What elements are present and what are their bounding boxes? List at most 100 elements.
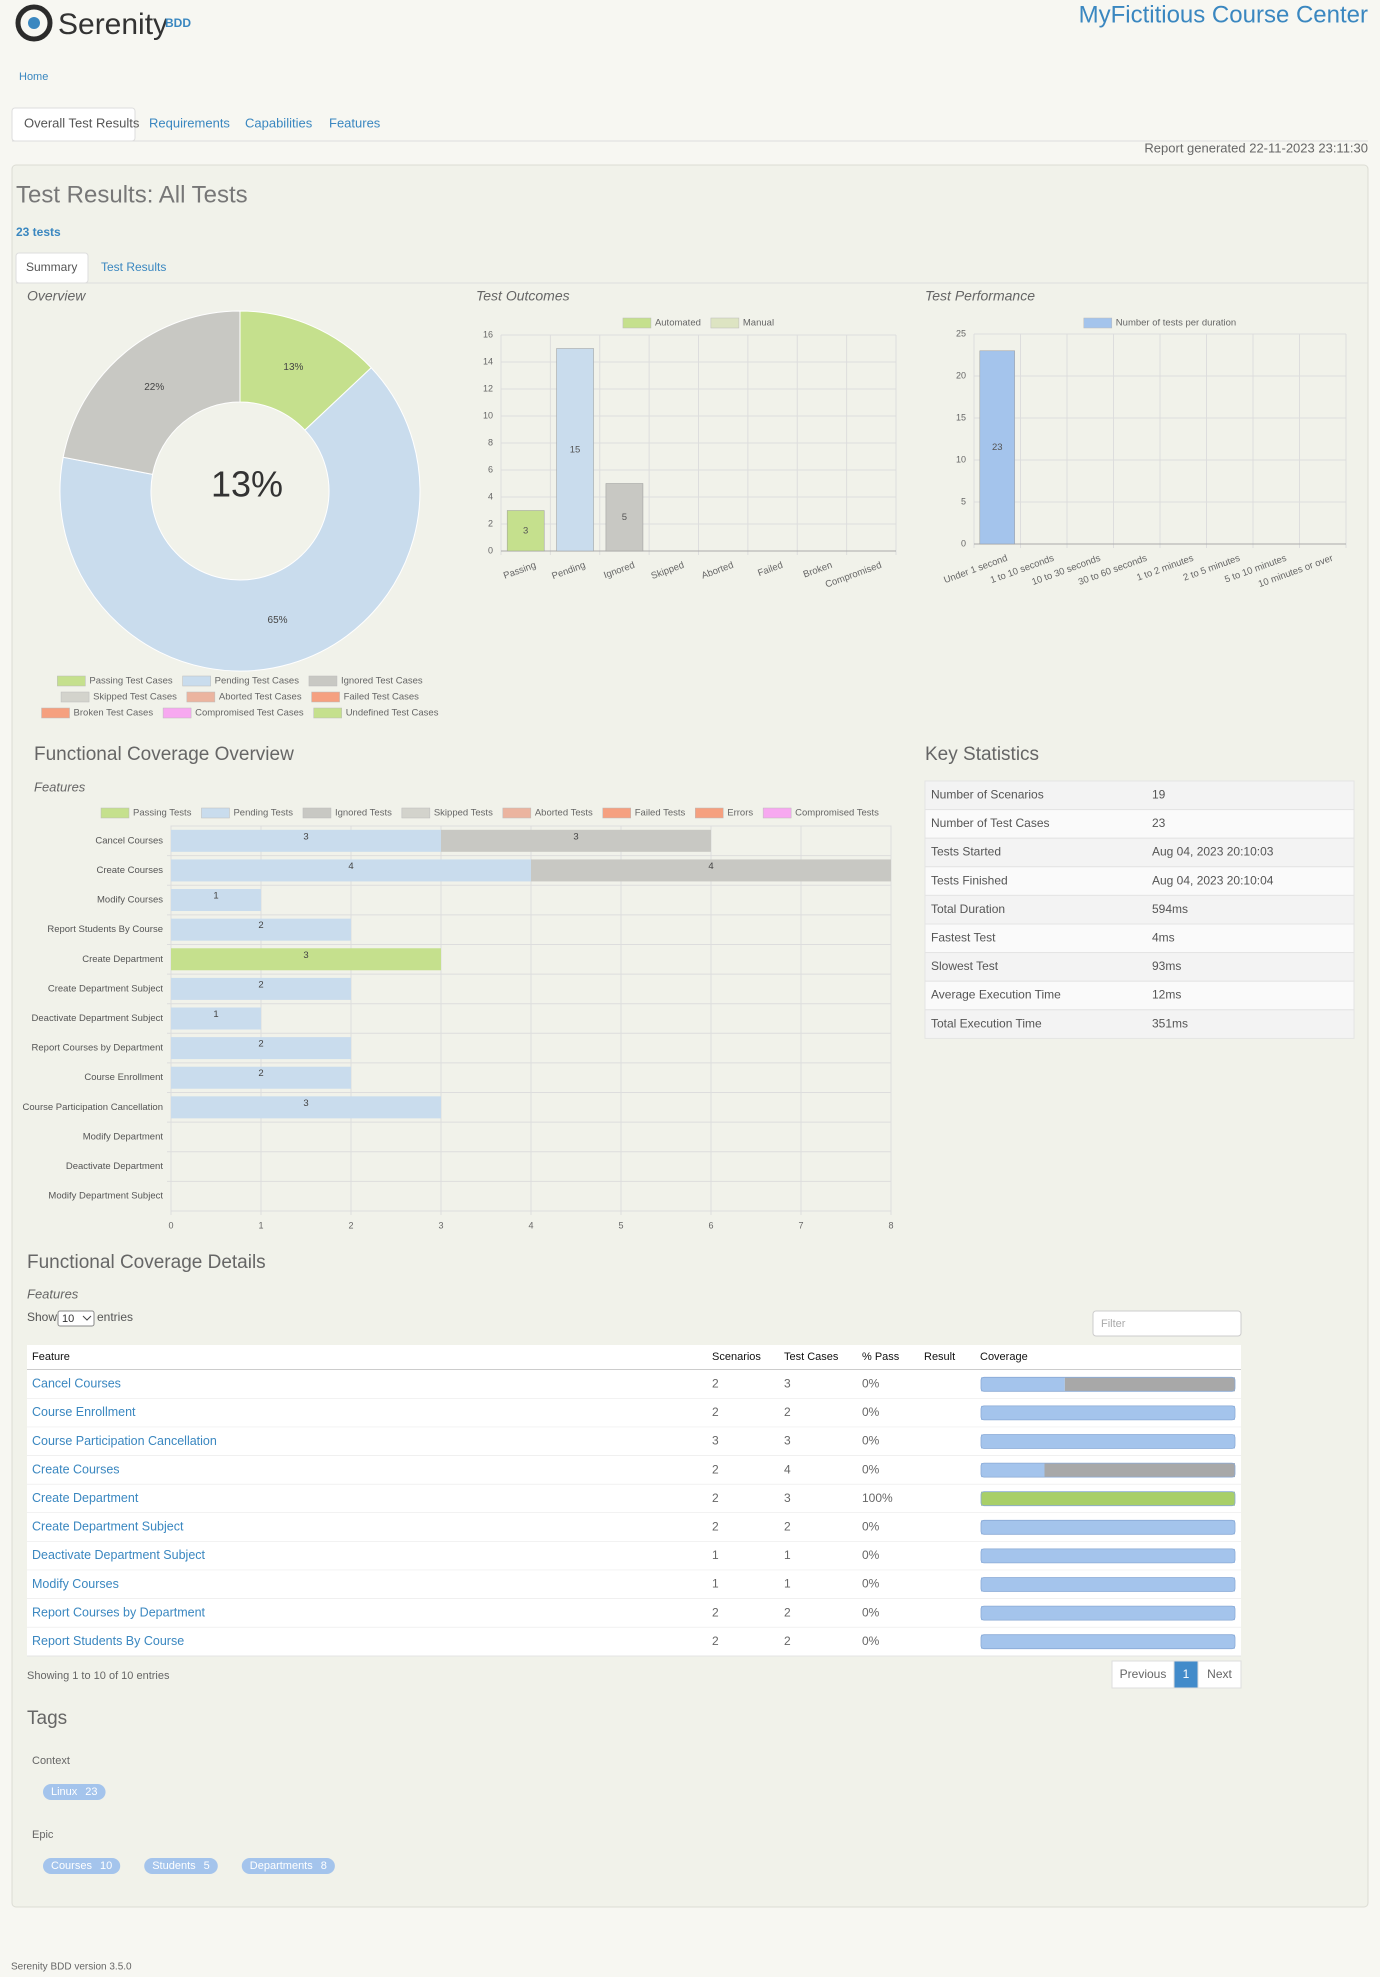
segment-label: 65% xyxy=(268,615,288,626)
y-tick-label: 15 xyxy=(956,412,966,422)
table-cell: 2 xyxy=(712,1634,719,1648)
x-tick-label: 6 xyxy=(708,1220,713,1230)
legend-label: Skipped Tests xyxy=(434,808,493,819)
column-header[interactable]: Result xyxy=(924,1351,955,1363)
x-tick-label: 8 xyxy=(888,1220,893,1230)
legend-label: Failed Tests xyxy=(635,808,686,819)
feature-link[interactable]: Cancel Courses xyxy=(32,1377,121,1391)
table-cell: 0% xyxy=(862,1634,880,1648)
tag-label[interactable]: Students xyxy=(152,1860,196,1872)
bar-value-label: 5 xyxy=(622,512,627,523)
feature-link[interactable]: Report Courses by Department xyxy=(32,1605,206,1619)
subtab[interactable]: Summary xyxy=(26,260,77,274)
table-cell: 2 xyxy=(784,1605,791,1619)
column-header[interactable]: Feature xyxy=(32,1351,70,1363)
y-tick-label: Modify Department xyxy=(83,1131,164,1142)
legend-swatch xyxy=(162,707,192,719)
table-cell: 100% xyxy=(862,1491,893,1505)
pagination-label[interactable]: 1 xyxy=(1183,1667,1190,1681)
y-tick-label: Create Department Subject xyxy=(48,983,163,994)
legend-swatch xyxy=(602,807,631,819)
stat-value: 93ms xyxy=(1152,959,1181,973)
pagination-button[interactable] xyxy=(1197,1660,1242,1689)
site-title[interactable]: MyFictitious Course Center xyxy=(1079,1,1368,28)
legend-swatch xyxy=(1083,317,1113,329)
table-cell: 4 xyxy=(784,1462,791,1476)
coverage-frame xyxy=(980,1376,1236,1392)
legend-label: Number of tests per duration xyxy=(1116,318,1236,329)
tag-count[interactable]: 10 xyxy=(100,1860,112,1872)
stat-label: Fastest Test xyxy=(931,930,996,944)
tab[interactable]: Capabilities xyxy=(245,115,313,130)
column-header[interactable]: Scenarios xyxy=(712,1351,761,1363)
feature-link[interactable]: Course Enrollment xyxy=(32,1405,136,1419)
tab[interactable]: Overall Test Results xyxy=(24,115,140,130)
coverage-frame xyxy=(980,1605,1236,1621)
y-tick-label: Deactivate Department Subject xyxy=(32,1013,164,1024)
footer: Serenity BDD version 3.5.0 xyxy=(11,1962,132,1973)
column-header[interactable]: Coverage xyxy=(980,1351,1028,1363)
tag-count[interactable]: 23 xyxy=(85,1786,97,1798)
bar-value-label: 3 xyxy=(523,525,528,536)
table-cell: 2 xyxy=(712,1376,719,1390)
segment-label: 22% xyxy=(144,382,164,393)
bar-segment xyxy=(171,1037,351,1060)
legend-label: Broken Test Cases xyxy=(74,708,154,719)
tag-count[interactable]: 5 xyxy=(204,1860,210,1872)
filter-placeholder[interactable]: Filter xyxy=(1101,1318,1126,1330)
breadcrumb[interactable]: Home xyxy=(19,71,48,83)
pagination-label[interactable]: Next xyxy=(1207,1667,1232,1681)
table-cell: 0% xyxy=(862,1462,880,1476)
filter-input[interactable] xyxy=(1092,1310,1242,1337)
bar xyxy=(605,483,644,552)
table-cell: 0% xyxy=(862,1376,880,1390)
tag-badge[interactable] xyxy=(144,1858,218,1874)
feature-link[interactable]: Course Participation Cancellation xyxy=(32,1434,217,1448)
tab[interactable]: Features xyxy=(329,115,381,130)
subtab[interactable]: Test Results xyxy=(101,260,166,274)
y-tick-label: Deactivate Department xyxy=(66,1161,164,1172)
feature-link[interactable]: Create Department xyxy=(32,1491,139,1505)
coverage-segment xyxy=(981,1548,1235,1563)
table-cell: 0% xyxy=(862,1434,880,1448)
feature-link[interactable]: Create Courses xyxy=(32,1462,120,1476)
stat-value: 12ms xyxy=(1152,988,1181,1002)
tab[interactable]: Requirements xyxy=(149,115,230,130)
page-size-value[interactable]: 10 xyxy=(62,1313,74,1325)
feature-link[interactable]: Deactivate Department Subject xyxy=(32,1548,206,1562)
coverage-frame xyxy=(980,1577,1236,1592)
test-count[interactable]: 23 tests xyxy=(16,225,61,239)
stat-label: Number of Test Cases xyxy=(931,816,1050,830)
feature-link[interactable]: Report Students By Course xyxy=(32,1634,184,1648)
logo-text: Serenity xyxy=(58,8,168,41)
tag-label[interactable]: Linux xyxy=(51,1786,78,1798)
tag-label[interactable]: Departments xyxy=(250,1860,313,1872)
tag-count[interactable]: 8 xyxy=(321,1860,327,1872)
coverage-frame xyxy=(980,1491,1236,1507)
bar-value-label: 15 xyxy=(570,444,581,455)
pagination-button[interactable] xyxy=(1173,1660,1199,1689)
feature-link[interactable]: Modify Courses xyxy=(32,1577,119,1591)
bar-segment xyxy=(171,1066,351,1089)
page-size-select[interactable] xyxy=(57,1310,95,1327)
chart-title: Overview xyxy=(27,288,86,304)
legend-swatch xyxy=(502,807,532,819)
tag-badge[interactable] xyxy=(43,1858,121,1874)
show-label: Show xyxy=(27,1310,57,1324)
tag-label[interactable]: Courses xyxy=(51,1860,92,1872)
stat-value: 594ms xyxy=(1152,902,1188,916)
y-tick-label: Course Enrollment xyxy=(84,1072,163,1083)
active-subtab xyxy=(15,252,89,284)
column-header[interactable]: Test Cases xyxy=(784,1351,839,1363)
table-cell: 0% xyxy=(862,1577,880,1591)
tag-badge[interactable] xyxy=(241,1858,335,1874)
pagination-label[interactable]: Previous xyxy=(1120,1667,1167,1681)
legend-swatch xyxy=(622,317,652,329)
x-tick-label: 3 xyxy=(438,1220,443,1230)
tag-badge[interactable] xyxy=(43,1784,106,1800)
stat-value: Aug 04, 2023 20:10:04 xyxy=(1152,873,1274,887)
table-cell: 2 xyxy=(712,1462,719,1476)
feature-link[interactable]: Create Department Subject xyxy=(32,1520,184,1534)
column-header[interactable]: % Pass xyxy=(862,1351,900,1363)
legend-label: Ignored Test Cases xyxy=(341,676,423,687)
